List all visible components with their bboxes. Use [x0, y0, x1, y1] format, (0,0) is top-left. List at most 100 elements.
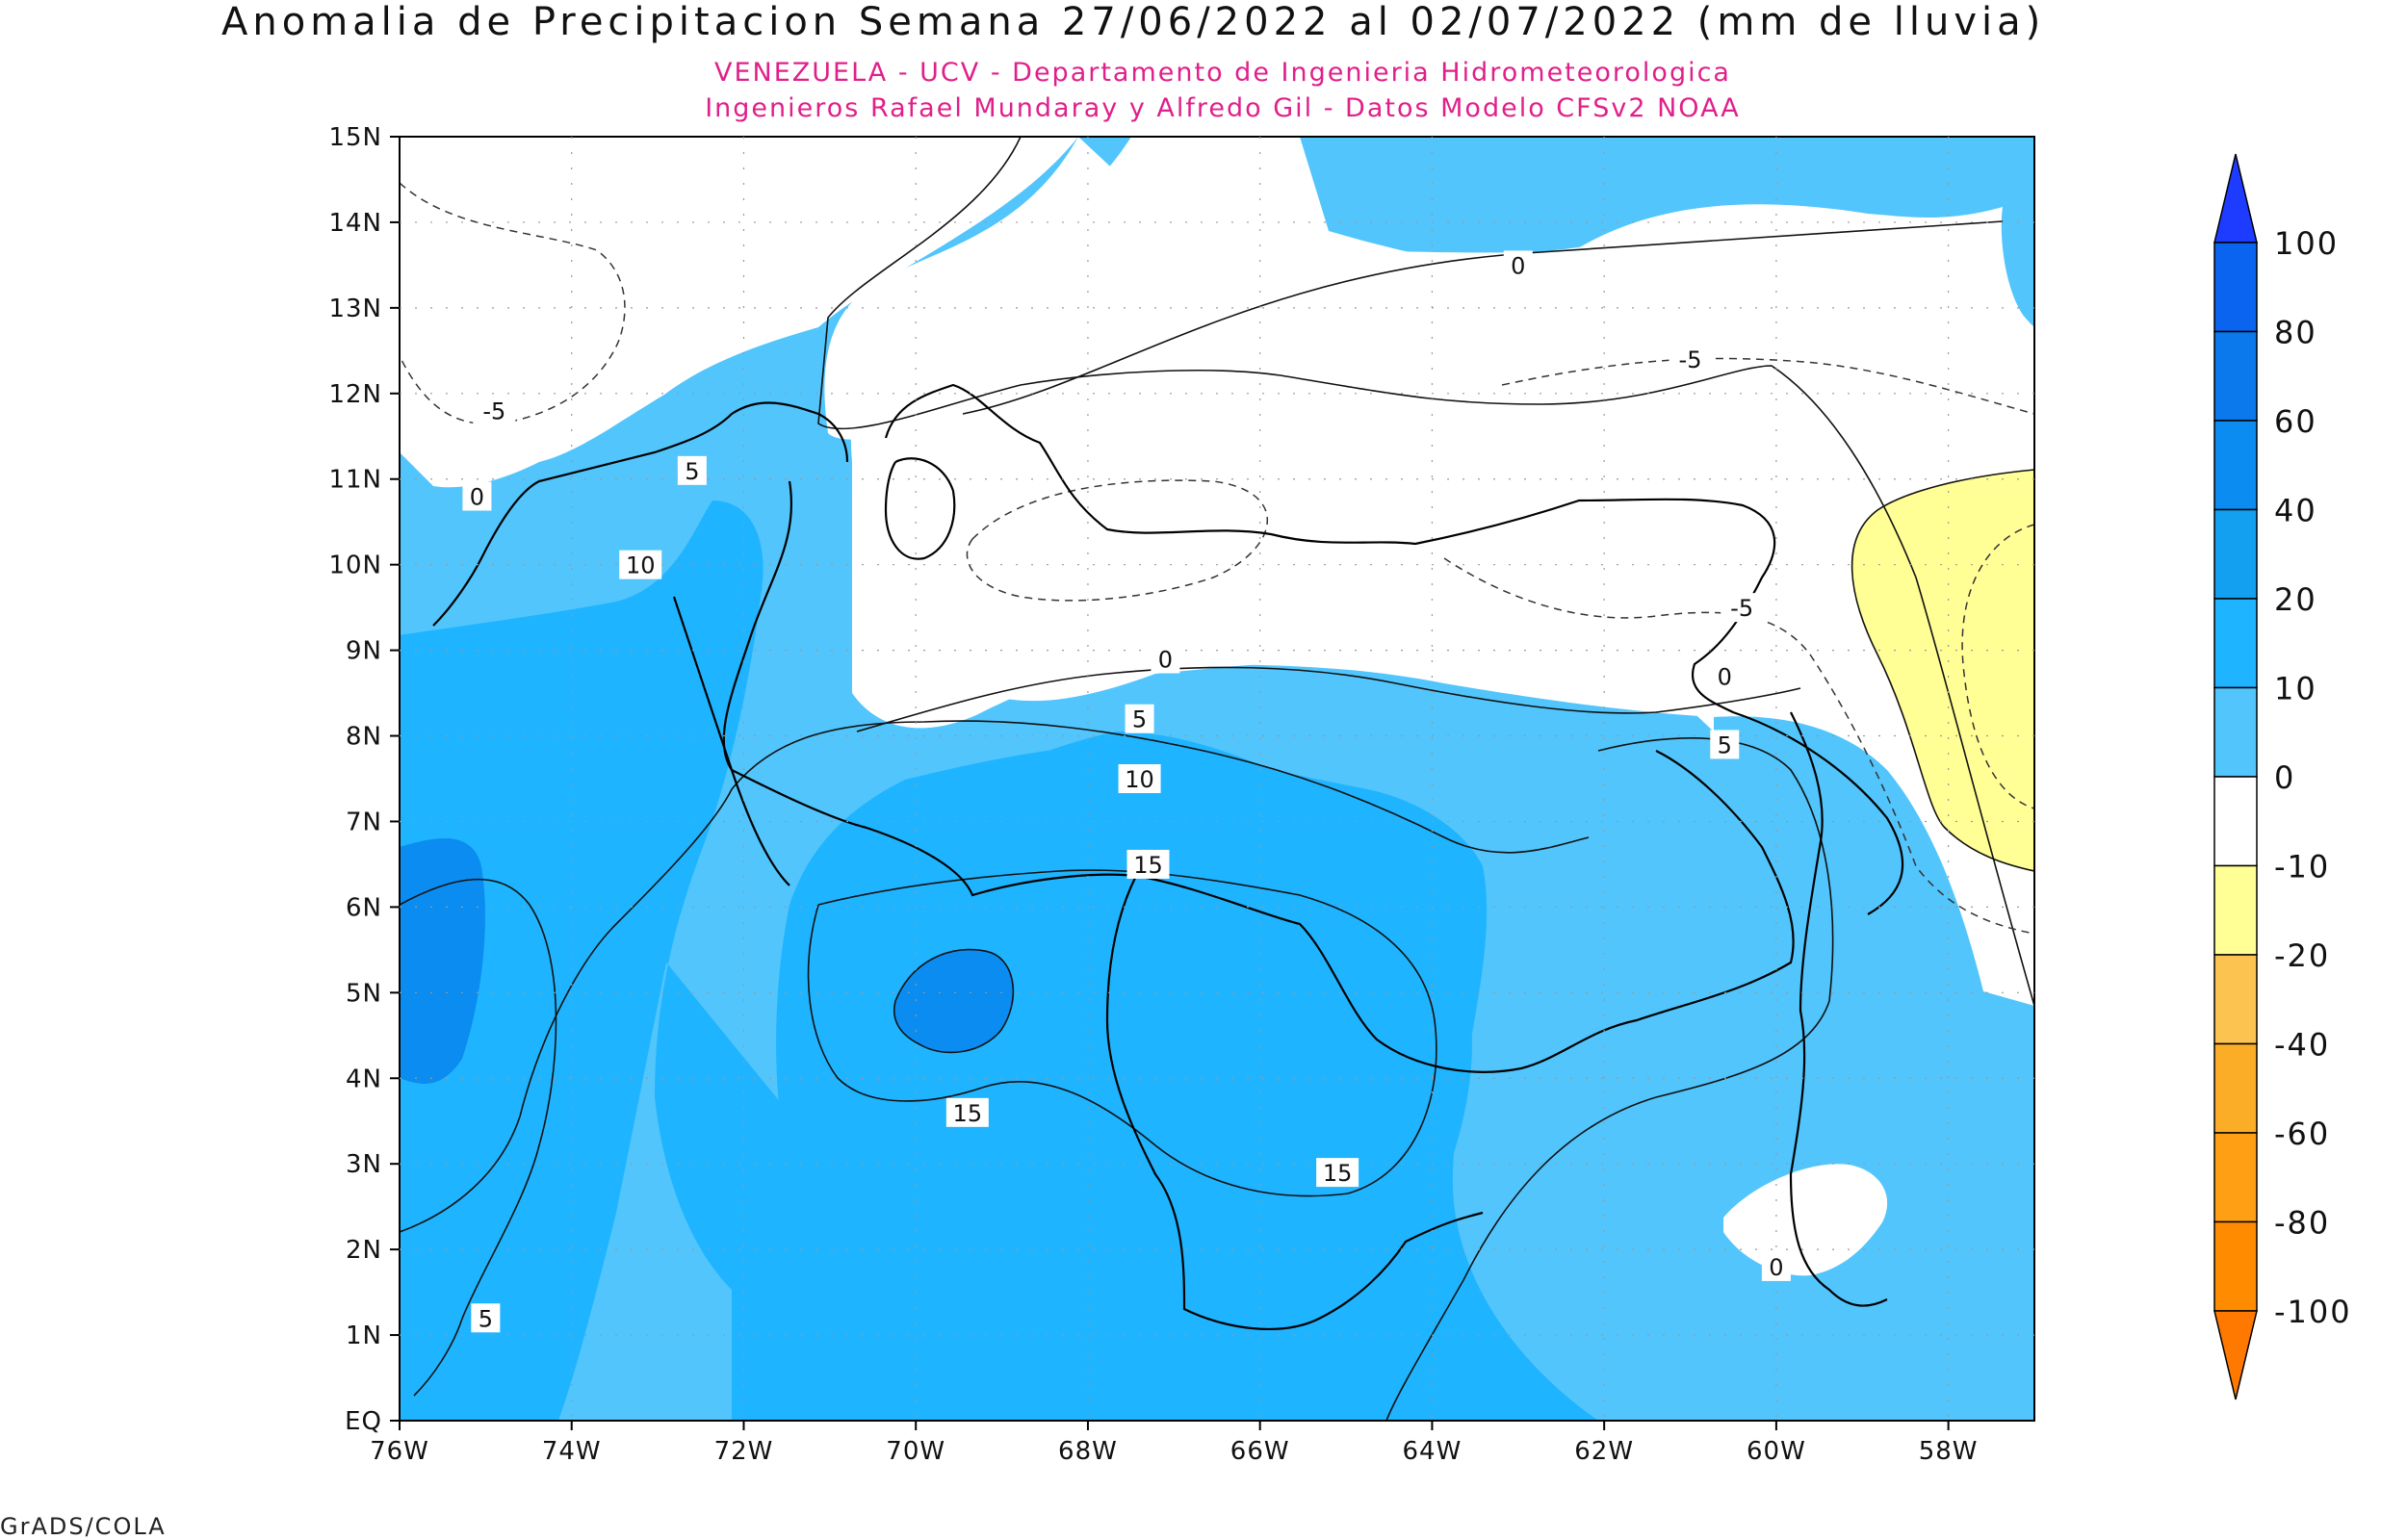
gridlines	[400, 137, 2034, 1421]
fill-minus20-to-minus10-east	[1851, 470, 2034, 871]
y-tick-label: 14N	[328, 209, 382, 238]
contour-label: 0	[470, 484, 484, 511]
contour-labels: 0 -5 -5 0 5 10 -5 0 0 5 10 5 15 15 15 0 5	[462, 250, 1791, 1333]
colorbar-label: 40	[2274, 493, 2317, 529]
contour-label-bg	[1669, 345, 1712, 374]
colorbar-label: -10	[2274, 849, 2330, 886]
contour-label: -5	[1679, 346, 1702, 373]
contour-label-bg	[473, 396, 516, 425]
venezuela-brazil-border	[1135, 750, 1795, 1073]
y-tick-label: 1N	[346, 1322, 382, 1350]
contour-label: 15	[1133, 852, 1163, 879]
contour-label: 10	[1125, 766, 1154, 793]
colorbar-label: -60	[2274, 1116, 2330, 1152]
y-tick-label: 13N	[328, 295, 382, 323]
contour-label: 5	[479, 1305, 493, 1332]
contour-10-west	[400, 878, 557, 1397]
contour-label-bg	[677, 455, 707, 485]
colorbar-segment	[2213, 686, 2258, 778]
colorbar-segment	[2213, 420, 2258, 511]
y-tick-label: 10N	[328, 552, 382, 580]
contour-label-bg	[1761, 1251, 1791, 1281]
contour-label-bg	[1721, 593, 1764, 623]
contour-label: 0	[1718, 663, 1732, 690]
colorbar-segment	[2213, 1220, 2258, 1312]
y-tick-label: 12N	[328, 380, 382, 409]
venezuela-coastline	[884, 383, 1904, 915]
guyana-border	[1789, 711, 1888, 1307]
contour-label: 15	[1323, 1160, 1353, 1187]
fill-10-to-20-central	[787, 732, 1472, 1421]
fill-minus10-to-0-north-core	[850, 137, 2034, 1006]
colorbar-label: -80	[2274, 1205, 2330, 1242]
colombia-coast	[432, 401, 849, 627]
colorbar-label: -20	[2274, 937, 2330, 974]
contour-label: -5	[1730, 595, 1753, 622]
contour-label: -5	[482, 398, 505, 425]
dashed-contour-minus5-northwest	[400, 182, 626, 425]
contour-label-bg	[1118, 764, 1161, 793]
map-subtitle-institution: VENEZUELA - UCV - Departamento de Ingeni…	[714, 58, 1731, 88]
colorbar-label: 0	[2274, 759, 2295, 796]
y-tick-label: 6N	[346, 893, 382, 922]
contour-label: 5	[1132, 706, 1147, 733]
contour-0-north	[817, 137, 2034, 1007]
contour-5-sw	[400, 720, 1590, 1233]
y-tick-label: 7N	[346, 808, 382, 836]
contour-label: 0	[1769, 1254, 1783, 1281]
x-axis-ticks: 76W 74W 72W 70W 68W 66W 64W 62W 60W 58W	[370, 1421, 1978, 1466]
contour-label: 10	[626, 552, 656, 579]
negative-dashed-contours	[400, 182, 2034, 935]
y-axis-ticks: EQ 1N 2N 3N 4N 5N 6N 7N 8N 9N 10N 11N 12N 13N 14N 15N	[328, 123, 400, 1436]
dashed-contour-minus15-east	[1961, 524, 2034, 809]
map-subtitle-authors: Ingenieros Rafael Mundaray y Alfredo Gil…	[705, 93, 1741, 123]
y-tick-label: 5N	[346, 979, 382, 1008]
colorbar-segment	[2213, 864, 2258, 956]
x-tick-label: 74W	[542, 1437, 602, 1466]
x-tick-label: 70W	[886, 1437, 945, 1466]
contour-label-bg	[945, 1097, 989, 1127]
dashed-contour-minus5-caribbean	[1501, 357, 2034, 415]
y-tick-label: 15N	[328, 123, 382, 152]
colorbar-label: 80	[2274, 315, 2317, 351]
colorbar-segment	[2213, 954, 2258, 1045]
fill-10-to-20-west	[400, 500, 736, 1421]
colorbar-top-arrow	[2213, 153, 2258, 244]
colorbar-label: 100	[2274, 225, 2339, 262]
colorbar-segment	[2213, 330, 2258, 422]
x-tick-label: 76W	[370, 1437, 429, 1466]
dashed-contour-minus5-andes	[966, 479, 1268, 602]
contour-label-bg	[619, 550, 662, 579]
x-tick-label: 64W	[1403, 1437, 1462, 1466]
dashed-contour-minus5-coast	[1443, 557, 2034, 935]
colorbar-segment	[2213, 776, 2258, 867]
contour-label: 15	[953, 1100, 983, 1127]
y-tick-label: 4N	[346, 1065, 382, 1093]
y-tick-label: EQ	[345, 1407, 382, 1436]
x-tick-label: 60W	[1747, 1437, 1806, 1466]
colorbar-label: 10	[2274, 671, 2317, 707]
contour-label-bg	[1151, 644, 1180, 674]
x-tick-label: 66W	[1230, 1437, 1290, 1466]
colorbar-segment	[2213, 1132, 2258, 1223]
y-tick-label: 3N	[346, 1150, 382, 1179]
fill-20-to-40-west	[400, 838, 485, 1084]
y-tick-label: 11N	[328, 466, 382, 495]
x-tick-label: 62W	[1574, 1437, 1634, 1466]
colorbar-segment	[2213, 508, 2258, 600]
contour-5-east	[1385, 737, 1834, 1421]
contour-label: 0	[1158, 646, 1173, 673]
contour-label: 0	[1511, 252, 1525, 279]
contour-label-bg	[1503, 250, 1533, 280]
colorbar-segment	[2213, 598, 2258, 689]
colombia-interior-border	[672, 596, 790, 886]
contour-minus10-east	[1851, 469, 2034, 872]
x-tick-label: 58W	[1919, 1437, 1979, 1466]
contour-15-central	[807, 869, 1437, 1197]
contour-label-bg	[471, 1303, 501, 1333]
contour-label-bg	[462, 481, 492, 511]
contour-0-south-of-coast	[856, 666, 1801, 732]
coastline-and-borders	[432, 383, 1904, 1331]
contour-label: 5	[1718, 732, 1732, 758]
